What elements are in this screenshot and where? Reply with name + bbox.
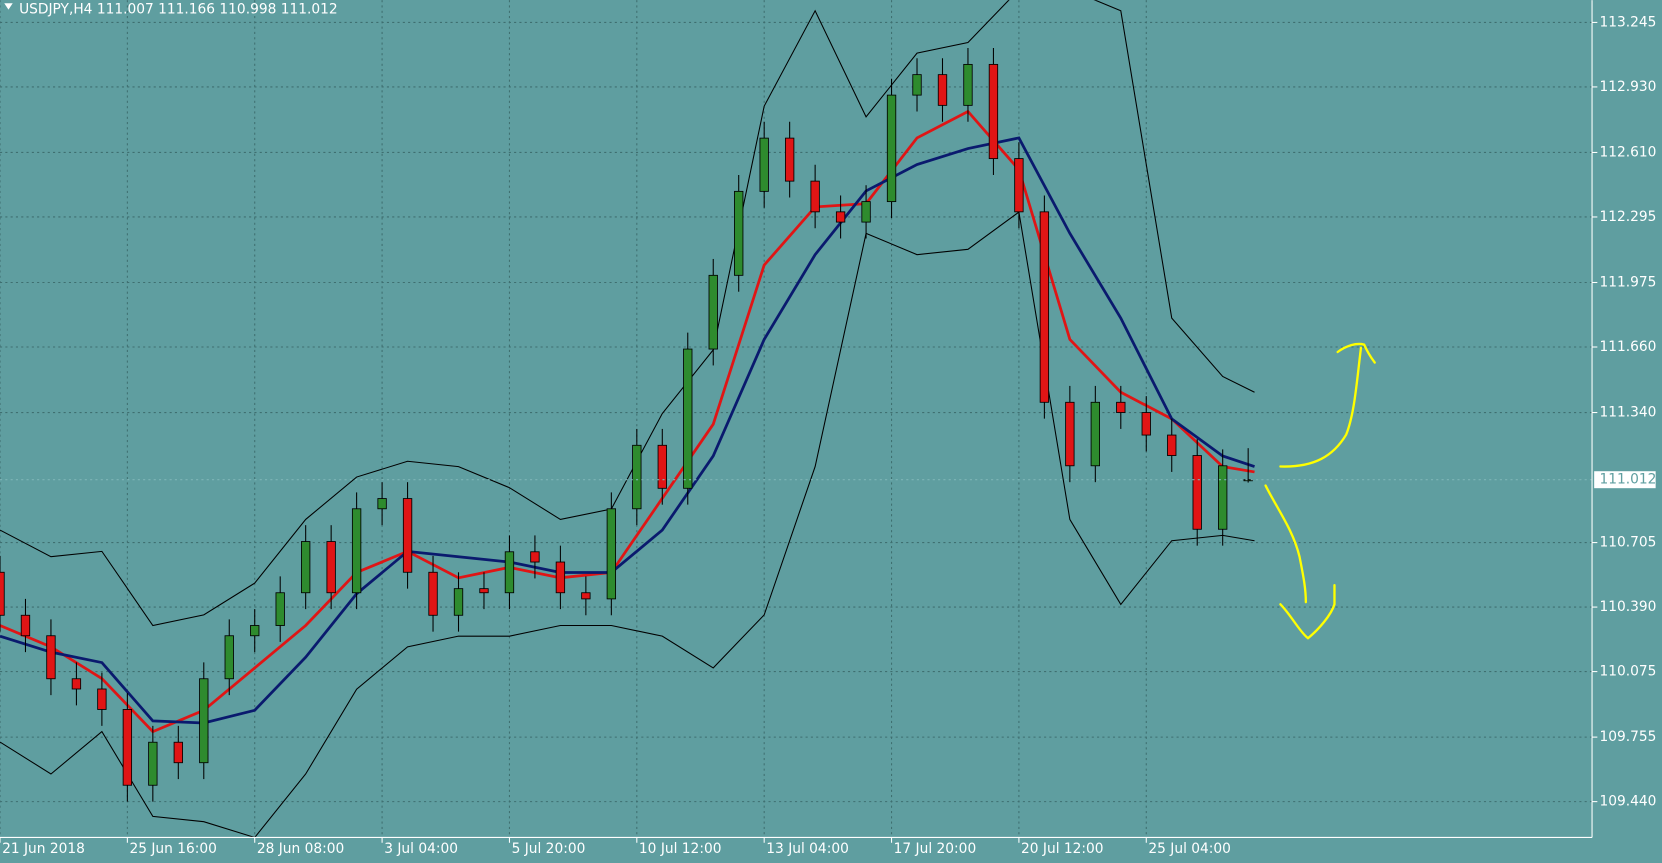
y-tick-label: 111.340 — [1599, 405, 1656, 421]
x-tick-label: 25 Jun 16:00 — [129, 841, 216, 857]
candle-body — [377, 498, 387, 510]
grid — [0, 0, 1593, 838]
current-price-label: 111.012 — [1599, 472, 1656, 488]
x-tick-label: 20 Jul 12:00 — [1021, 841, 1104, 857]
candle-body — [734, 190, 744, 276]
candle-body — [351, 508, 362, 594]
candle-body — [479, 588, 489, 594]
y-tick-label: 112.930 — [1599, 79, 1656, 95]
menu-triangle[interactable] — [4, 3, 13, 10]
candle-body — [20, 614, 31, 637]
candle-body — [581, 592, 591, 600]
candle-body — [224, 635, 234, 680]
candle-body — [1065, 401, 1075, 467]
up-arrowhead — [1336, 342, 1376, 364]
candle-body — [122, 709, 133, 786]
x-tick-label: 25 Jul 04:00 — [1148, 841, 1231, 857]
y-tick-label: 110.390 — [1599, 599, 1656, 615]
candle-body — [46, 635, 56, 680]
indicator-line — [0, 211, 1255, 838]
y-tick-label: 111.975 — [1599, 274, 1656, 290]
candle-body — [199, 678, 209, 764]
candle-body — [453, 588, 464, 616]
candle-body — [1014, 158, 1024, 213]
down-arrowhead — [1279, 584, 1336, 640]
indicator-line — [0, 109, 1255, 734]
x-tick-label: 10 Jul 12:00 — [639, 841, 722, 857]
candle-body — [657, 444, 667, 489]
candle-body — [963, 63, 973, 106]
axes: 113.245 112.930 112.610 112.295 111.975 111.6… — [0, 14, 1656, 857]
candle-body — [886, 94, 897, 203]
x-tick-label: 21 Jun 2018 — [2, 841, 85, 857]
candle-body — [912, 74, 922, 96]
candle-body — [402, 498, 413, 573]
candle-body — [326, 541, 336, 594]
y-tick-label: 112.295 — [1599, 209, 1656, 225]
candle-body — [148, 741, 158, 786]
current-price-box — [1594, 471, 1656, 489]
x-tick-label: 3 Jul 04:00 — [384, 841, 458, 857]
candle-body — [504, 551, 515, 594]
candle-body — [784, 137, 795, 182]
candle-body — [708, 274, 718, 350]
x-tick-label: 17 Jul 20:00 — [894, 841, 977, 857]
candle-body — [759, 137, 769, 192]
candle-body — [1167, 434, 1177, 456]
up-arrow — [1279, 346, 1363, 468]
candle-body — [1039, 211, 1050, 403]
y-tick-label: 112.610 — [1599, 144, 1656, 160]
candle-body — [835, 211, 846, 223]
x-tick-label: 13 Jul 04:00 — [766, 841, 849, 857]
down-arrow — [1264, 484, 1308, 604]
annotation-arrows — [1264, 342, 1376, 640]
candle-body — [632, 444, 642, 510]
candle-body — [1218, 465, 1228, 530]
candle-body — [0, 571, 5, 616]
y-tick-label: 113.245 — [1599, 14, 1656, 30]
candle-body — [555, 561, 566, 594]
candle-body — [275, 592, 285, 626]
candle-body — [683, 348, 693, 489]
candle-body — [173, 741, 183, 764]
y-tick-label: 110.705 — [1599, 535, 1656, 551]
candle-body — [861, 201, 871, 223]
y-tick-label: 109.440 — [1599, 794, 1656, 810]
candle-body — [301, 541, 311, 594]
candle-body — [1192, 455, 1202, 530]
candle-body — [988, 63, 999, 160]
x-tick-label: 28 Jun 08:00 — [257, 841, 344, 857]
y-tick-label: 110.075 — [1599, 664, 1656, 680]
candle-body — [937, 74, 948, 106]
y-tick-label: 109.755 — [1599, 729, 1656, 745]
candle-body — [1116, 401, 1126, 413]
candle-body — [1141, 412, 1151, 436]
candle-body — [810, 180, 820, 213]
candle-body — [1090, 401, 1100, 467]
candle-body — [250, 625, 260, 637]
indicator-line — [0, 136, 1255, 725]
candle-body — [97, 688, 107, 710]
plot-area — [0, 0, 1593, 838]
y-tick-label: 111.660 — [1599, 339, 1656, 355]
chart-title: USDJPY,H4 111.007 111.166 110.998 111.01… — [19, 2, 338, 18]
candle-body — [428, 571, 438, 616]
candle-body — [606, 508, 617, 600]
x-tick-label: 5 Jul 20:00 — [512, 841, 586, 857]
candle-body — [71, 678, 82, 690]
candle-body — [530, 551, 540, 563]
